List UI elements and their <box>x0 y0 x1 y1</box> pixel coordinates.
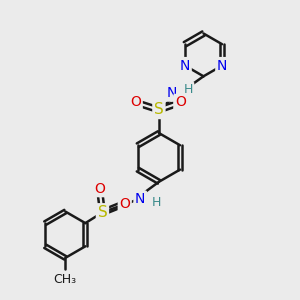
Text: O: O <box>130 95 141 110</box>
Text: H: H <box>184 83 193 96</box>
Text: N: N <box>167 86 177 100</box>
Text: O: O <box>94 182 105 196</box>
Text: N: N <box>180 58 190 73</box>
Text: S: S <box>98 205 107 220</box>
Text: N: N <box>217 58 227 73</box>
Text: H: H <box>151 196 160 209</box>
Text: CH₃: CH₃ <box>54 273 77 286</box>
Text: S: S <box>154 102 164 117</box>
Text: O: O <box>175 95 186 110</box>
Text: O: O <box>119 196 130 211</box>
Text: N: N <box>135 192 146 206</box>
